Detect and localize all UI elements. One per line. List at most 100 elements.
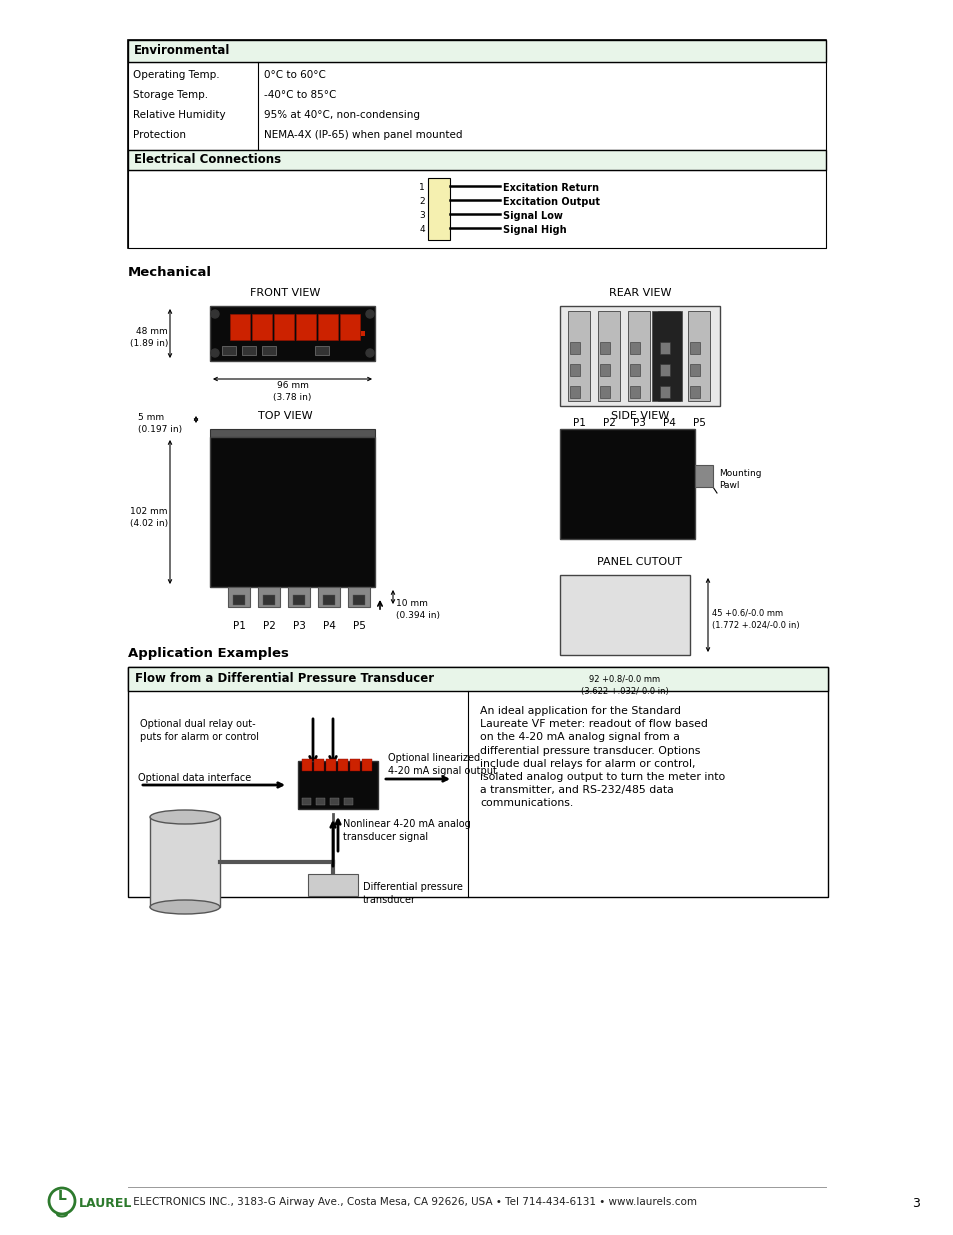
Bar <box>315 798 325 805</box>
Text: 48 mm
(1.89 in): 48 mm (1.89 in) <box>130 327 168 348</box>
Text: 0°C to 60°C: 0°C to 60°C <box>264 70 326 80</box>
Bar <box>348 587 370 606</box>
Text: 92 +0.8/-0.0 mm
(3.622 +.032/-0.0 in): 92 +0.8/-0.0 mm (3.622 +.032/-0.0 in) <box>580 676 668 695</box>
Text: ELECTRONICS INC., 3183-G Airway Ave., Costa Mesa, CA 92626, USA • Tel 714-434-61: ELECTRONICS INC., 3183-G Airway Ave., Co… <box>130 1197 697 1207</box>
Text: REAR VIEW: REAR VIEW <box>608 288 671 298</box>
Bar <box>599 342 609 354</box>
Bar <box>128 40 825 62</box>
Text: L: L <box>57 1189 67 1203</box>
Ellipse shape <box>150 900 220 914</box>
Bar <box>559 429 695 538</box>
Text: Storage Temp.: Storage Temp. <box>132 90 208 100</box>
Text: Environmental: Environmental <box>133 44 230 57</box>
Bar <box>687 311 709 401</box>
Bar <box>689 342 700 354</box>
Bar <box>567 311 589 401</box>
Bar <box>428 178 450 240</box>
Bar <box>695 466 712 487</box>
Bar <box>658 311 679 401</box>
Bar <box>297 761 377 809</box>
Text: P3: P3 <box>632 417 645 429</box>
Circle shape <box>211 350 219 357</box>
Text: Operating Temp.: Operating Temp. <box>132 70 219 80</box>
Text: Optional dual relay out-
puts for alarm or control: Optional dual relay out- puts for alarm … <box>140 719 258 742</box>
Bar <box>242 346 255 354</box>
Bar <box>128 170 825 248</box>
Bar <box>210 437 375 587</box>
Text: Electrical Connections: Electrical Connections <box>133 153 281 165</box>
Bar <box>559 576 689 655</box>
Bar <box>233 595 245 605</box>
Bar <box>210 429 375 437</box>
Bar <box>599 387 609 398</box>
Circle shape <box>366 310 374 317</box>
Text: Flow from a Differential Pressure Transducer: Flow from a Differential Pressure Transd… <box>135 672 434 685</box>
Text: FRONT VIEW: FRONT VIEW <box>250 288 320 298</box>
Bar <box>314 346 329 354</box>
Bar <box>128 62 825 149</box>
Bar <box>569 364 579 375</box>
Text: TOP VIEW: TOP VIEW <box>257 411 312 421</box>
Bar <box>629 342 639 354</box>
Bar <box>263 595 274 605</box>
Text: NEMA-4X (IP-65) when panel mounted: NEMA-4X (IP-65) when panel mounted <box>264 130 462 140</box>
Bar <box>128 667 827 692</box>
Bar <box>288 587 310 606</box>
Bar <box>629 364 639 375</box>
Text: An ideal application for the Standard
Laureate VF meter: readout of flow based
o: An ideal application for the Standard La… <box>479 706 724 809</box>
Bar <box>339 314 359 340</box>
Text: Optional data interface: Optional data interface <box>138 773 251 783</box>
Text: P1: P1 <box>572 417 585 429</box>
Text: -40°C to 85°C: -40°C to 85°C <box>264 90 336 100</box>
Bar <box>629 387 639 398</box>
Bar <box>230 314 250 340</box>
Bar <box>689 387 700 398</box>
Text: Nonlinear 4-20 mA analog
transducer signal: Nonlinear 4-20 mA analog transducer sign… <box>343 819 470 842</box>
Bar <box>651 311 681 401</box>
Text: 1: 1 <box>418 183 424 191</box>
Text: PANEL CUTOUT: PANEL CUTOUT <box>597 557 681 567</box>
Circle shape <box>211 310 219 317</box>
Text: P4: P4 <box>322 621 335 631</box>
Text: P3: P3 <box>293 621 305 631</box>
Bar <box>262 346 275 354</box>
Text: Excitation Output: Excitation Output <box>502 198 599 207</box>
Bar <box>569 342 579 354</box>
Ellipse shape <box>150 810 220 824</box>
Text: 5 mm
(0.197 in): 5 mm (0.197 in) <box>138 412 182 433</box>
Text: P5: P5 <box>353 621 365 631</box>
Text: P2: P2 <box>262 621 275 631</box>
Text: Differential pressure
transducer: Differential pressure transducer <box>363 882 462 905</box>
Bar <box>598 311 619 401</box>
Text: Excitation Return: Excitation Return <box>502 183 598 193</box>
Text: 96 mm
(3.78 in): 96 mm (3.78 in) <box>273 382 312 401</box>
Bar <box>314 760 324 771</box>
Bar <box>350 760 359 771</box>
Text: 2: 2 <box>419 198 424 206</box>
Bar <box>337 760 348 771</box>
Text: Signal Low: Signal Low <box>502 211 562 221</box>
Bar <box>252 314 272 340</box>
Text: Mechanical: Mechanical <box>128 266 212 279</box>
Bar <box>257 587 280 606</box>
Text: 102 mm
(4.02 in): 102 mm (4.02 in) <box>130 508 168 527</box>
Bar <box>274 314 294 340</box>
Text: 45 +0.6/-0.0 mm
(1.772 +.024/-0.0 in): 45 +0.6/-0.0 mm (1.772 +.024/-0.0 in) <box>711 609 799 630</box>
Text: 10 mm
(0.394 in): 10 mm (0.394 in) <box>395 599 439 620</box>
Bar <box>353 595 365 605</box>
Text: LAUREL: LAUREL <box>79 1197 132 1210</box>
Bar <box>295 314 315 340</box>
Bar <box>360 331 365 336</box>
Bar <box>317 314 337 340</box>
Bar <box>559 306 720 406</box>
Text: Signal High: Signal High <box>502 225 566 235</box>
Bar <box>330 798 338 805</box>
Text: 4: 4 <box>419 225 424 233</box>
Bar <box>659 387 669 398</box>
Text: Optional linearized
4-20 mA signal output: Optional linearized 4-20 mA signal outpu… <box>388 753 497 776</box>
Circle shape <box>366 350 374 357</box>
Bar <box>317 587 339 606</box>
Bar <box>627 311 649 401</box>
Text: 3: 3 <box>418 211 424 220</box>
Bar <box>293 595 305 605</box>
